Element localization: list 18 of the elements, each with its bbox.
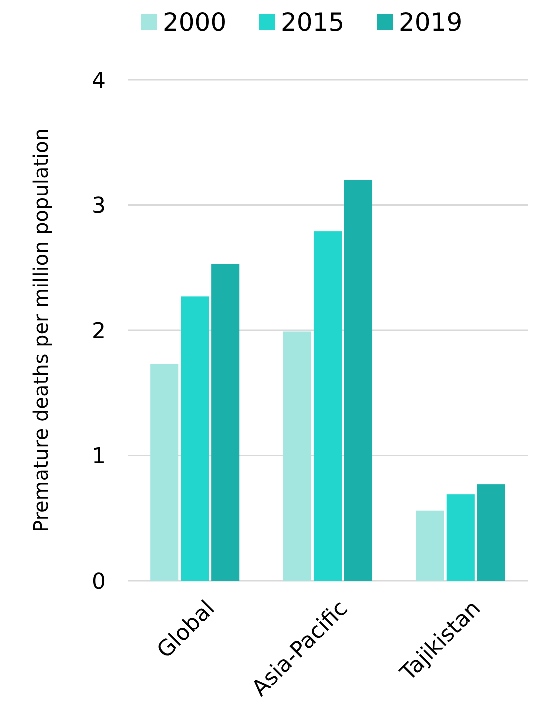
legend-label: 2019 bbox=[399, 8, 463, 37]
bar bbox=[477, 484, 506, 581]
y-tick-label: 1 bbox=[92, 444, 106, 470]
bar bbox=[314, 232, 342, 581]
bar bbox=[150, 364, 179, 581]
bar bbox=[446, 494, 475, 581]
y-tick-label: 0 bbox=[92, 570, 106, 595]
bar bbox=[416, 510, 444, 581]
bar bbox=[212, 264, 240, 581]
y-tick-label: 4 bbox=[92, 68, 106, 94]
bar bbox=[283, 332, 312, 581]
bar bbox=[344, 180, 373, 581]
y-tick-label: 3 bbox=[92, 194, 106, 220]
y-axis-title: Premature deaths per million population bbox=[29, 128, 53, 533]
legend-label: 2015 bbox=[281, 8, 345, 37]
legend-label: 2000 bbox=[163, 8, 227, 37]
bar bbox=[181, 296, 210, 581]
y-tick-label: 2 bbox=[92, 319, 106, 344]
